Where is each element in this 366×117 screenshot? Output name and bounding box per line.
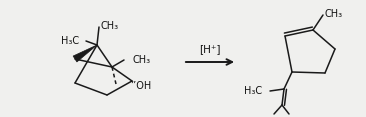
Text: CH₃: CH₃ — [325, 9, 343, 19]
Polygon shape — [73, 45, 97, 62]
Text: H₃C: H₃C — [244, 86, 262, 96]
Text: H₃C: H₃C — [61, 36, 79, 46]
Text: ’’OH: ’’OH — [130, 81, 151, 91]
Text: CH₃: CH₃ — [133, 55, 151, 65]
Text: [H⁺]: [H⁺] — [199, 44, 221, 54]
Text: CH₃: CH₃ — [101, 21, 119, 31]
